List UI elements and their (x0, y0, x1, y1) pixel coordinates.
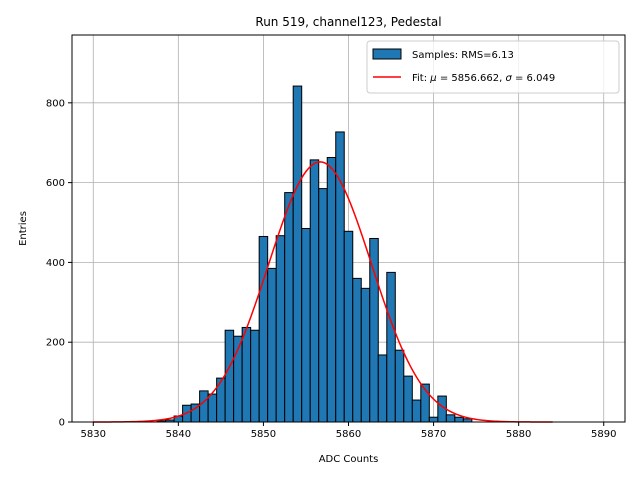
histogram-bar (454, 416, 464, 423)
histogram-bar (343, 230, 354, 423)
histogram-bar (309, 159, 320, 423)
legend-samples-label: Samples: RMS=6.13 (412, 50, 514, 61)
histogram-bar (318, 188, 328, 423)
histogram-bar (386, 271, 396, 423)
fit-curve-group (93, 161, 553, 423)
x-tick-label: 5840 (166, 429, 191, 440)
chart-title: Run 519, channel123, Pedestal (255, 15, 441, 29)
histogram-bar (326, 156, 337, 423)
histogram-bar (224, 329, 235, 423)
legend-fit-sigma-value: = 6.049 (512, 73, 555, 84)
legend-fit-sigma-symbol: σ (505, 73, 512, 84)
legend-box (366, 40, 620, 94)
y-tick-label: 600 (46, 178, 65, 189)
x-tick-label: 5860 (336, 429, 361, 440)
histogram-bar (360, 287, 371, 423)
histogram-bar (369, 237, 379, 423)
legend-samples-swatch (372, 48, 402, 60)
gaussian-fit-curve (93, 161, 553, 423)
y-axis-ticks: 0 200 400 600 800 (46, 98, 72, 429)
histogram-bar (275, 235, 286, 423)
x-tick-label: 5870 (421, 429, 446, 440)
x-tick-label: 5830 (81, 429, 106, 440)
histogram-bar (207, 393, 218, 423)
histogram-bar (241, 326, 252, 423)
histogram-bar (301, 228, 311, 423)
histogram-bar (284, 192, 294, 423)
x-axis-label: ADC Counts (319, 454, 379, 465)
legend: Samples: RMS=6.13 Fit: μ = 5856.662, σ =… (366, 40, 620, 94)
x-axis-ticks: 5830 5840 5850 5860 5870 5880 5890 (81, 422, 616, 440)
x-tick-label: 5880 (506, 429, 531, 440)
histogram-bar (445, 414, 456, 423)
histogram-bar (394, 349, 405, 423)
legend-fit-prefix: Fit: (412, 73, 430, 84)
histogram-bar (258, 235, 269, 423)
histogram-bar (199, 390, 209, 423)
y-tick-label: 200 (46, 338, 65, 349)
y-tick-label: 800 (46, 98, 65, 109)
y-axis-label: Entries (18, 211, 29, 246)
y-tick-label: 400 (46, 258, 65, 269)
legend-fit-mu-symbol: μ (429, 73, 436, 84)
y-tick-label: 0 (59, 418, 65, 429)
x-tick-label: 5850 (251, 429, 276, 440)
x-tick-label: 5890 (591, 429, 616, 440)
histogram-bar (428, 416, 439, 423)
histogram-bar (377, 354, 388, 423)
histogram-bar (267, 267, 277, 423)
legend-fit-mu-value: = 5856.662, (437, 73, 506, 84)
legend-fit-label: Fit: μ = 5856.662, σ = 6.049 (412, 73, 555, 84)
histogram-bar (250, 329, 260, 423)
histogram-bar (292, 85, 303, 423)
histogram-bars (156, 85, 473, 423)
histogram-bar (403, 375, 413, 423)
histogram-bar (411, 399, 422, 423)
histogram-bar (352, 277, 362, 423)
